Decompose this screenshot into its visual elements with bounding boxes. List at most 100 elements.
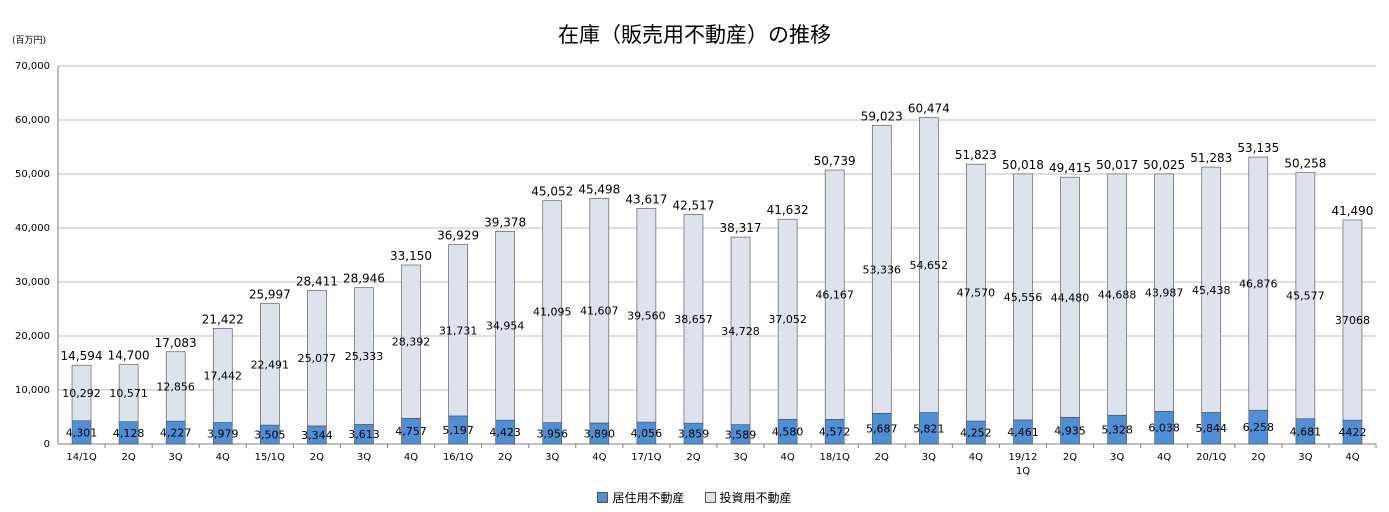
y-unit-label: (百万円) <box>12 36 47 46</box>
data-label-total: 21,422 <box>202 312 244 326</box>
legend: 居住用不動産 投資用不動産 <box>0 489 1389 506</box>
data-label-investment: 41,095 <box>533 306 572 319</box>
data-label-residential: 5,821 <box>913 422 945 435</box>
data-label-investment: 45,438 <box>1192 284 1231 297</box>
data-label-total: 60,474 <box>908 101 950 115</box>
bar-investment <box>118 364 139 423</box>
data-label-total: 41,632 <box>767 203 809 217</box>
x-tick-label: 2Q <box>875 452 889 463</box>
y-tick-label: 30,000 <box>15 277 50 288</box>
data-label-residential: 3,979 <box>207 427 239 440</box>
y-tick-label: 60,000 <box>15 115 50 126</box>
data-label-investment: 38,657 <box>674 313 713 326</box>
bar-investment <box>448 244 468 417</box>
x-tick-label: 15/1Q <box>255 452 285 463</box>
bar-investment <box>1060 176 1080 418</box>
data-label-residential: 4,252 <box>960 427 992 440</box>
data-label-residential: 3,613 <box>348 428 380 441</box>
bar-investment <box>307 290 327 427</box>
data-label-investment: 44,688 <box>1098 289 1137 302</box>
data-label-residential: 3,890 <box>584 427 616 440</box>
data-label-residential: 4,301 <box>66 426 98 439</box>
data-label-residential: 5,328 <box>1101 424 1133 437</box>
bar-investment <box>401 264 421 419</box>
chart-title: 在庫（販売用不動産）の推移 <box>558 23 831 47</box>
data-label-total: 51,823 <box>955 148 997 162</box>
legend-swatch-investment <box>704 492 716 503</box>
data-label-residential: 4,935 <box>1054 425 1086 438</box>
data-label-residential: 4,423 <box>489 426 521 439</box>
data-label-total: 50,258 <box>1284 157 1326 171</box>
x-tick-label: 17/1Q <box>631 452 661 463</box>
data-label-total: 51,283 <box>1190 151 1232 165</box>
bar-investment <box>260 303 280 426</box>
x-tick-label: 1Q <box>1016 466 1030 477</box>
data-label-investment: 47,570 <box>957 287 996 300</box>
data-label-residential: 4,757 <box>395 425 427 438</box>
bar-investment <box>212 328 233 423</box>
data-label-total: 28,946 <box>343 272 385 286</box>
x-tick-label: 4Q <box>969 452 983 463</box>
data-label-investment: 28,392 <box>392 336 431 349</box>
bar-investment <box>871 124 892 414</box>
data-label-residential: 4,056 <box>631 427 663 440</box>
bar-investment <box>966 163 986 422</box>
x-tick-label: 4Q <box>592 452 606 463</box>
legend-label-residential: 居住用不動産 <box>612 491 685 505</box>
data-label-residential: 4,580 <box>772 426 804 439</box>
x-tick-label: 2Q <box>1251 452 1265 463</box>
legend-label-investment: 投資用不動産 <box>719 491 792 505</box>
data-label-residential: 5,197 <box>442 424 474 437</box>
x-tick-label: 3Q <box>545 452 559 463</box>
legend-swatch-residential <box>597 492 609 503</box>
data-label-total: 33,150 <box>390 249 432 263</box>
y-tick-label: 70,000 <box>15 61 50 72</box>
x-tick-label: 19/12 <box>1009 452 1038 463</box>
data-label-investment: 45,577 <box>1286 290 1325 303</box>
bar-investment <box>1295 172 1316 420</box>
bar-investment <box>495 231 515 421</box>
data-label-residential: 3,589 <box>725 428 757 441</box>
bar-investment <box>636 208 657 423</box>
data-label-investment: 34,954 <box>486 320 525 333</box>
bar-investment <box>1013 173 1033 421</box>
data-label-total: 49,415 <box>1049 161 1091 175</box>
data-label-investment: 37,052 <box>768 313 807 326</box>
x-tick-label: 4Q <box>1345 452 1359 463</box>
x-tick-label: 2Q <box>686 452 700 463</box>
legend-item-residential: 居住用不動産 <box>597 489 685 506</box>
x-tick-label: 4Q <box>404 452 418 463</box>
data-label-total: 36,929 <box>437 229 479 243</box>
data-label-residential: 4,681 <box>1290 425 1322 438</box>
x-tick-label: 3Q <box>1110 452 1124 463</box>
bar-investment <box>1248 156 1269 411</box>
data-label-investment: 34,728 <box>721 325 760 338</box>
x-tick-label: 3Q <box>169 452 183 463</box>
data-label-total: 53,135 <box>1237 141 1279 155</box>
data-label-residential: 4,128 <box>113 427 145 440</box>
x-tick-label: 18/1Q <box>820 452 850 463</box>
data-label-investment: 10,571 <box>109 387 148 400</box>
y-tick-label: 50,000 <box>15 169 50 180</box>
bar-investment <box>1342 219 1363 421</box>
x-tick-label: 2Q <box>310 452 324 463</box>
data-label-total: 50,017 <box>1096 158 1138 172</box>
data-label-investment: 39,560 <box>627 309 666 322</box>
bar-investment <box>589 198 610 424</box>
data-label-investment: 45,556 <box>1004 291 1043 304</box>
x-tick-label: 14/1Q <box>66 452 96 463</box>
y-tick-label: 10,000 <box>15 385 50 396</box>
data-label-investment: 17,442 <box>204 369 243 382</box>
data-label-residential: 6,258 <box>1243 421 1275 434</box>
bar-investment <box>542 200 563 423</box>
data-label-investment: 46,167 <box>815 289 854 302</box>
data-label-total: 42,517 <box>672 198 714 212</box>
data-label-residential: 3,505 <box>254 429 286 442</box>
data-label-residential: 3,344 <box>301 429 333 442</box>
data-label-investment: 10,292 <box>62 387 101 400</box>
data-label-investment: 41,607 <box>580 305 619 318</box>
x-tick-label: 4Q <box>1157 452 1171 463</box>
x-tick-label: 4Q <box>216 452 230 463</box>
y-tick-label: 0 <box>44 439 50 450</box>
